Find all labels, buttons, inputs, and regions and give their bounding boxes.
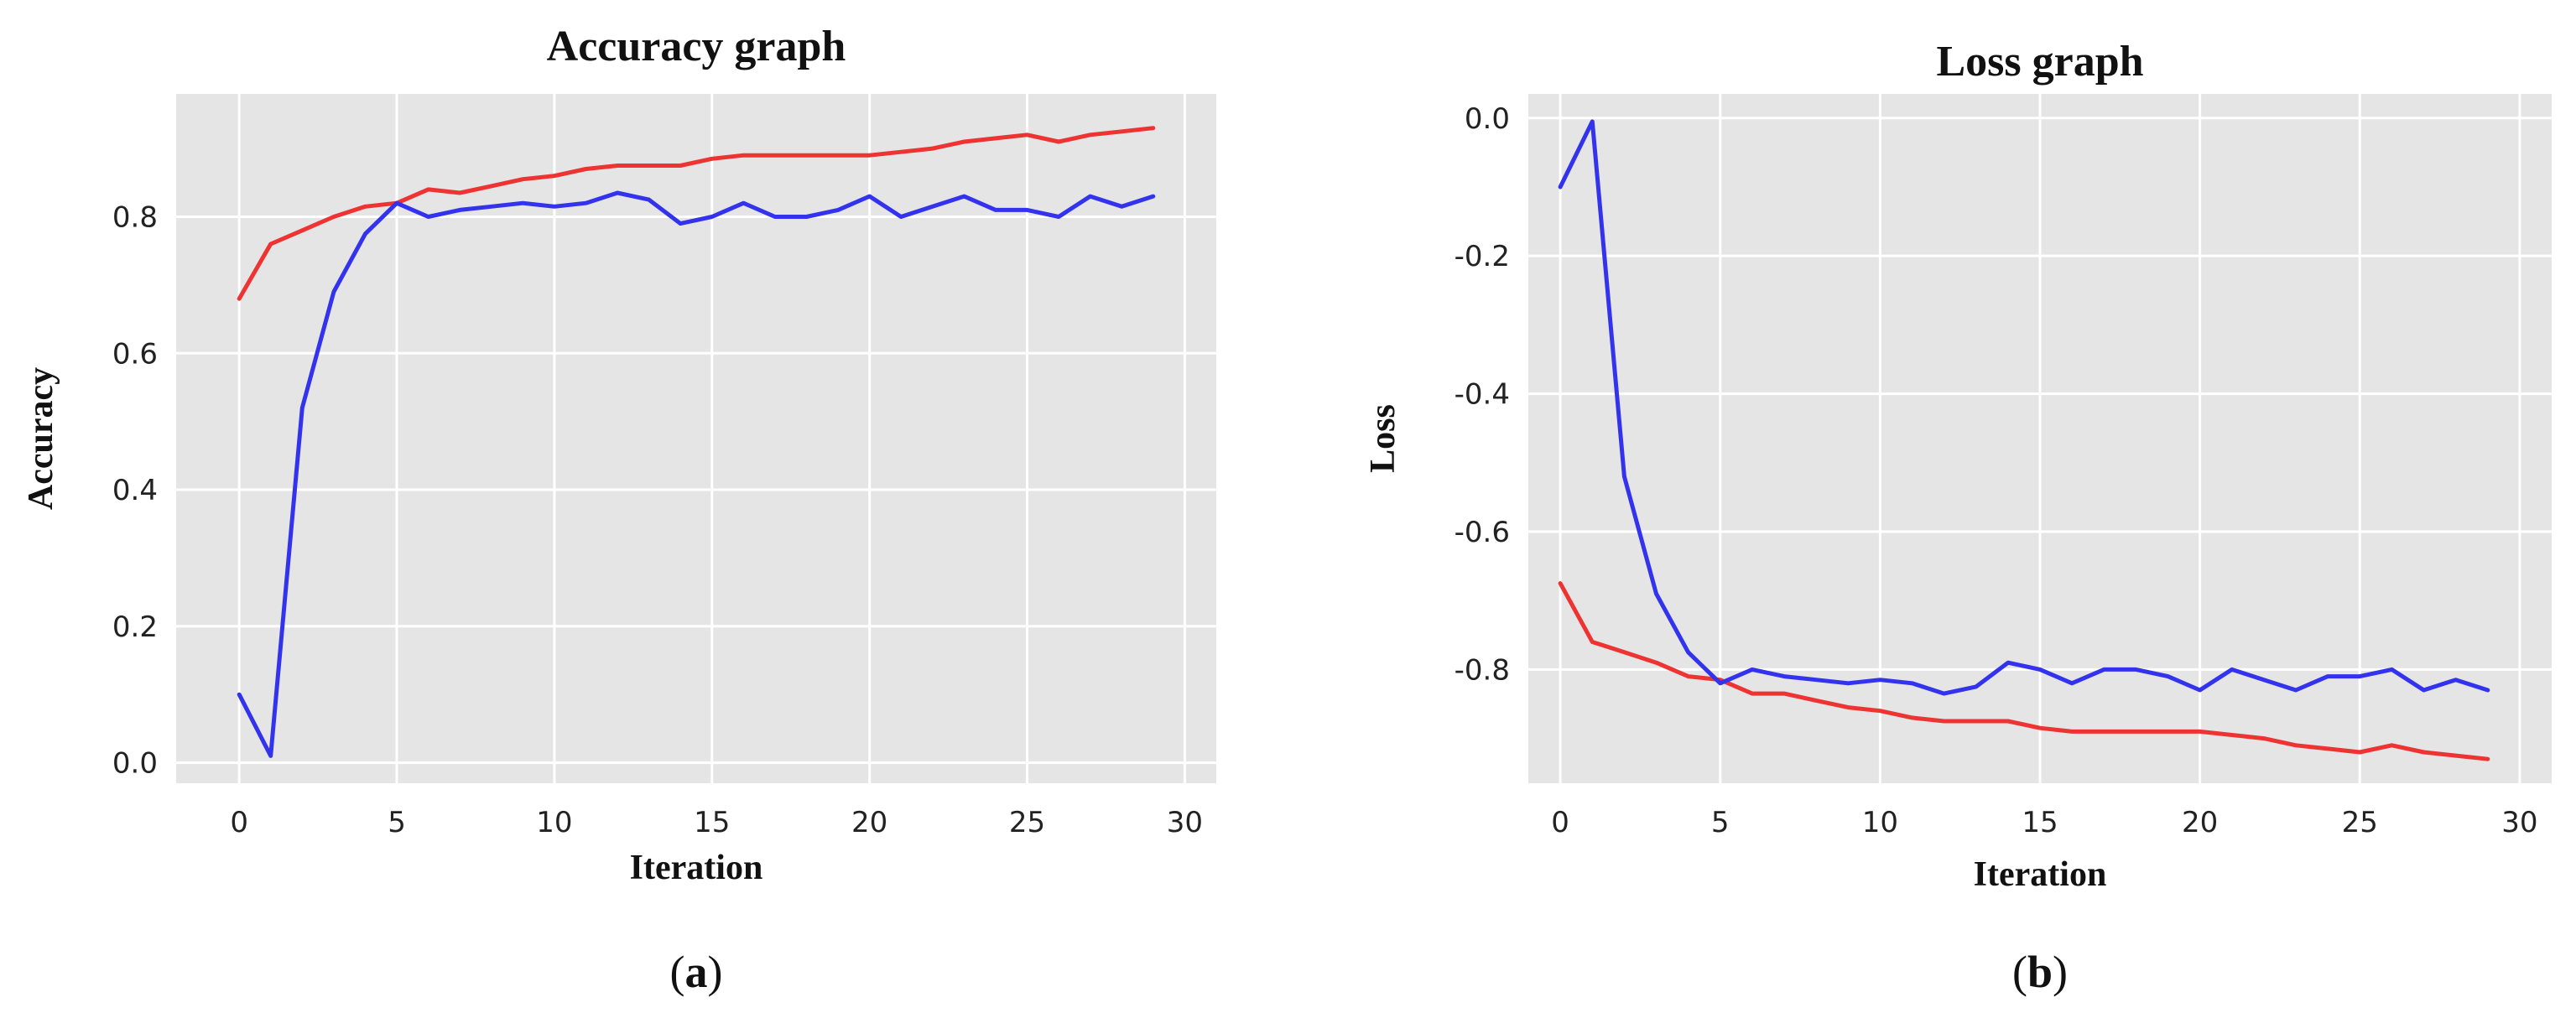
panel-label: (a): [670, 947, 723, 997]
x-tick-label: 25: [2342, 806, 2378, 839]
panel-label-letter: a: [685, 947, 708, 997]
x-tick-label: 0: [230, 806, 248, 839]
y-tick-label: 0.8: [112, 200, 158, 234]
y-tick-label: 0.0: [112, 747, 158, 781]
y-tick-label: 0.4: [112, 474, 158, 507]
panel-label-close: ): [2053, 947, 2068, 997]
y-axis-label: Loss: [1364, 404, 1402, 473]
series-line-blue: [1558, 119, 2490, 696]
chart-accuracy: 0 5 10 15 20 25 30 0.0 0.2 0.4 0.6 0.8 Accuracy grap…: [22, 23, 1216, 997]
chart-title: Accuracy graph: [547, 23, 846, 70]
series-line-red: [237, 126, 1156, 301]
x-tick-label: 15: [694, 806, 730, 839]
chart-loss: 0 5 10 15 20 25 30 0.0 -0.2 -0.4 -0.6 -0.8 Loss grap…: [1364, 38, 2552, 997]
series-line-blue: [237, 190, 1156, 758]
x-tick-label: 20: [2182, 806, 2218, 839]
y-axis-label: Accuracy: [22, 367, 60, 510]
plot-area: [176, 94, 1216, 783]
x-tick-label: 20: [851, 806, 887, 839]
y-tick-label: -0.2: [1455, 240, 1510, 273]
x-tick-label: 5: [388, 806, 406, 839]
x-axis-label: Iteration: [630, 849, 763, 887]
y-tick-label: 0.6: [112, 337, 158, 371]
x-tick-label: 10: [1862, 806, 1898, 839]
x-tick-label: 10: [536, 806, 572, 839]
panel-label-open: (: [670, 947, 685, 997]
y-tick-label: 0.0: [1465, 102, 1510, 136]
panel-label-close: ): [708, 947, 723, 997]
x-tick-label: 5: [1711, 806, 1730, 839]
y-tick-label: 0.2: [112, 610, 158, 644]
y-tick-label: -0.4: [1455, 378, 1510, 412]
panel-label: (b): [2012, 947, 2068, 997]
chart-title: Loss graph: [1936, 38, 2143, 86]
y-tick-label: -0.8: [1455, 653, 1510, 687]
panel-label-letter: b: [2027, 947, 2053, 997]
x-tick-label: 0: [1551, 806, 1569, 839]
y-tick-label: -0.6: [1455, 516, 1510, 549]
x-tick-label: 30: [1167, 806, 1203, 839]
x-tick-label: 25: [1009, 806, 1045, 839]
x-tick-label: 30: [2501, 806, 2537, 839]
panel-label-open: (: [2012, 947, 2027, 997]
x-tick-label: 15: [2022, 806, 2058, 839]
x-axis-label: Iteration: [1974, 855, 2107, 894]
